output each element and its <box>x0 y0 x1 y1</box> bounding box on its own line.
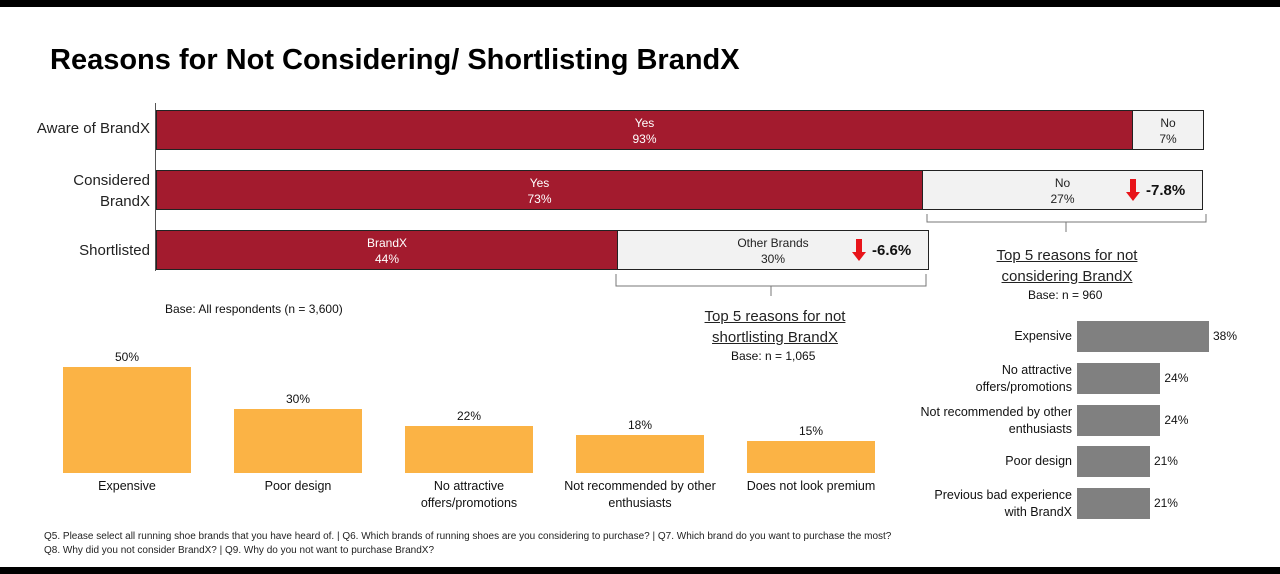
shortlist-reason-bar <box>234 409 362 473</box>
delta-annotation: -7.8% <box>1126 179 1185 201</box>
not-shortlisting-base: Base: n = 1,065 <box>731 349 816 363</box>
bar-data-label: 24% <box>1164 371 1189 385</box>
bar-value: 93% <box>632 132 657 146</box>
category-label: Poor design <box>1005 453 1072 470</box>
funnel-bar-main: BrandX 44% <box>156 230 618 270</box>
not-considering-heading-line: considering BrandX <box>1001 268 1133 285</box>
consider-reason-bar <box>1077 446 1150 477</box>
category-label-line: offers/promotions <box>420 496 518 510</box>
consider-reason-bar <box>1077 363 1161 394</box>
bar-data-label: 22% <box>456 409 482 424</box>
not-shortlisting-heading-line: shortlisting BrandX <box>712 329 838 346</box>
category-label-line: Poor design <box>1005 454 1072 468</box>
footnote-line: Q8. Why did you not consider BrandX? | Q… <box>44 545 435 556</box>
funnel-bar-main: Yes 73% <box>156 170 923 210</box>
funnel-bar-rest: No 7% <box>1132 110 1204 150</box>
bar-data-label: 21% <box>1153 496 1178 510</box>
category-label-line: Expensive <box>98 479 156 493</box>
category-label-line: enthusiasts <box>1008 421 1072 436</box>
bar-data-label: 21% <box>1153 454 1178 468</box>
category-label-line: No attractive <box>1001 362 1072 377</box>
bar-value: 73% <box>527 192 552 206</box>
category-label: Expensive <box>42 478 212 495</box>
category-label-line: Does not look premium <box>746 479 876 493</box>
bar-data-label: 50% <box>114 350 140 364</box>
considering-bracket <box>926 214 1207 232</box>
bar-label: No <box>1054 176 1071 190</box>
shortlist-reason-bar <box>747 441 875 473</box>
not-shortlisting-heading-line: Top 5 reasons for not <box>704 308 846 325</box>
consider-reason-bar <box>1077 321 1209 352</box>
bar-label: No <box>1160 116 1176 130</box>
bar-label: Other Brands <box>737 236 809 250</box>
shortlisting-bracket <box>615 274 927 296</box>
bar-data-label: 15% <box>798 424 824 439</box>
funnel-row-label: BrandX <box>99 193 150 210</box>
category-label: Does not look premium <box>726 478 896 495</box>
not-considering-base: Base: n = 960 <box>1028 288 1103 302</box>
funnel-bar-main: Yes 93% <box>156 110 1133 150</box>
page-title: Reasons for Not Considering/ Shortlistin… <box>50 44 740 76</box>
bar-label: Yes <box>634 116 655 130</box>
category-label-line: Previous bad experience <box>934 487 1072 502</box>
category-label: Not recommended by other enthusiasts <box>555 478 725 512</box>
not-shortlisting-heading: Top 5 reasons for not shortlisting Brand… <box>665 306 885 348</box>
funnel-row-label: Shortlisted <box>79 242 150 259</box>
bar-data-label: 24% <box>1164 413 1189 427</box>
arrow-down-icon <box>1126 179 1140 201</box>
not-considering-heading: Top 5 reasons for not considering BrandX <box>957 245 1177 287</box>
funnel-row-label: Aware of BrandX <box>36 120 150 137</box>
bar-label: BrandX <box>366 236 408 250</box>
category-label-line: Not recommended by other <box>920 404 1072 419</box>
category-label-line: Poor design <box>264 479 332 493</box>
funnel-bar-rest: No 27% <box>922 170 1203 210</box>
category-label-line: offers/promotions <box>975 379 1072 394</box>
shortlist-reason-bar <box>63 367 191 473</box>
category-label: No attractive offers/promotions <box>384 478 554 512</box>
category-label-line: No attractive <box>433 479 505 493</box>
category-label: Expensive <box>1014 328 1072 345</box>
bar-data-label: 18% <box>627 417 653 432</box>
funnel-axis-line <box>155 103 156 271</box>
category-label: Not recommended by other enthusiasts <box>921 404 1072 438</box>
consider-reason-bar <box>1077 405 1161 436</box>
shortlist-reason-bar <box>576 434 704 473</box>
bar-value: 30% <box>760 252 786 266</box>
category-label-line: enthusiasts <box>608 496 672 510</box>
bar-value: 44% <box>374 252 400 266</box>
delta-value: -7.8% <box>1146 181 1186 199</box>
bar-data-label: 38% <box>1213 329 1238 343</box>
delta-value: -6.6% <box>872 241 912 259</box>
consider-reason-bar <box>1077 488 1150 519</box>
category-label-line: Not recommended by other <box>564 479 716 493</box>
category-label: Poor design <box>213 478 383 495</box>
bar-value: 7% <box>1159 132 1177 146</box>
bottom-band <box>0 567 1280 574</box>
shortlist-reason-bar <box>405 426 533 473</box>
top-band <box>0 0 1280 7</box>
base-all-respondents: Base: All respondents (n = 3,600) <box>165 302 343 316</box>
bar-data-label: 30% <box>285 392 311 407</box>
funnel-row-label: Considered <box>73 172 150 189</box>
not-considering-heading-line: Top 5 reasons for not <box>996 247 1138 264</box>
category-label-line: with BrandX <box>1004 504 1072 519</box>
category-label-line: Expensive <box>1014 329 1072 343</box>
bar-value: 27% <box>1050 192 1075 206</box>
arrow-down-icon <box>852 239 866 261</box>
category-label: Previous bad experience with BrandX <box>934 487 1072 521</box>
category-label: No attractive offers/promotions <box>976 362 1072 396</box>
bar-label: Yes <box>529 176 550 190</box>
footnote-line: Q5. Please select all running shoe brand… <box>44 531 892 542</box>
delta-annotation: -6.6% <box>852 239 911 261</box>
funnel-bar-rest: Other Brands 30% <box>617 230 929 270</box>
